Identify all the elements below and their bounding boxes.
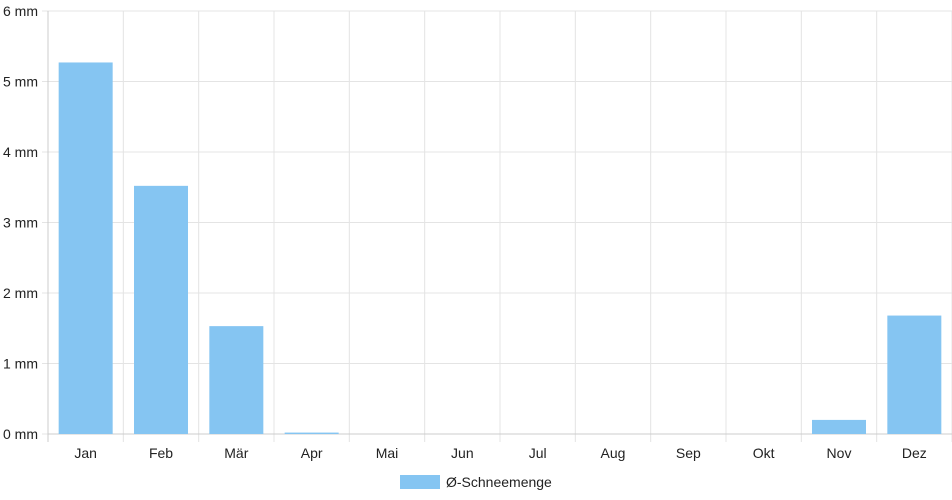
y-tick-label: 3 mm [3,215,38,231]
y-tick-label: 0 mm [3,426,38,442]
x-tick-label: Jul [529,445,547,461]
y-tick-label: 5 mm [3,74,38,90]
x-tick-label: Mai [376,445,399,461]
x-tick-label: Aug [601,445,626,461]
legend[interactable]: Ø-Schneemenge [400,474,552,490]
x-tick-label: Nov [827,445,852,461]
x-tick-label: Dez [902,445,927,461]
bar-apr[interactable] [284,432,339,434]
y-tick-label: 4 mm [3,144,38,160]
bar-nov[interactable] [812,419,866,434]
x-tick-label: Sep [676,445,701,461]
legend-label: Ø-Schneemenge [446,474,552,490]
x-tick-label: Jan [74,445,97,461]
x-tick-label: Apr [301,445,323,461]
bar-jan[interactable] [58,62,113,435]
legend-swatch [400,475,440,489]
bar-dez[interactable] [887,315,942,434]
bar-mär[interactable] [209,326,264,434]
y-tick-label: 6 mm [3,3,38,19]
x-tick-label: Feb [149,445,173,461]
x-tick-label: Jun [451,445,474,461]
y-tick-label: 2 mm [3,285,38,301]
x-tick-label: Mär [224,445,248,461]
bar-feb[interactable] [134,185,188,434]
x-tick-label: Okt [753,445,775,461]
y-tick-label: 1 mm [3,356,38,372]
